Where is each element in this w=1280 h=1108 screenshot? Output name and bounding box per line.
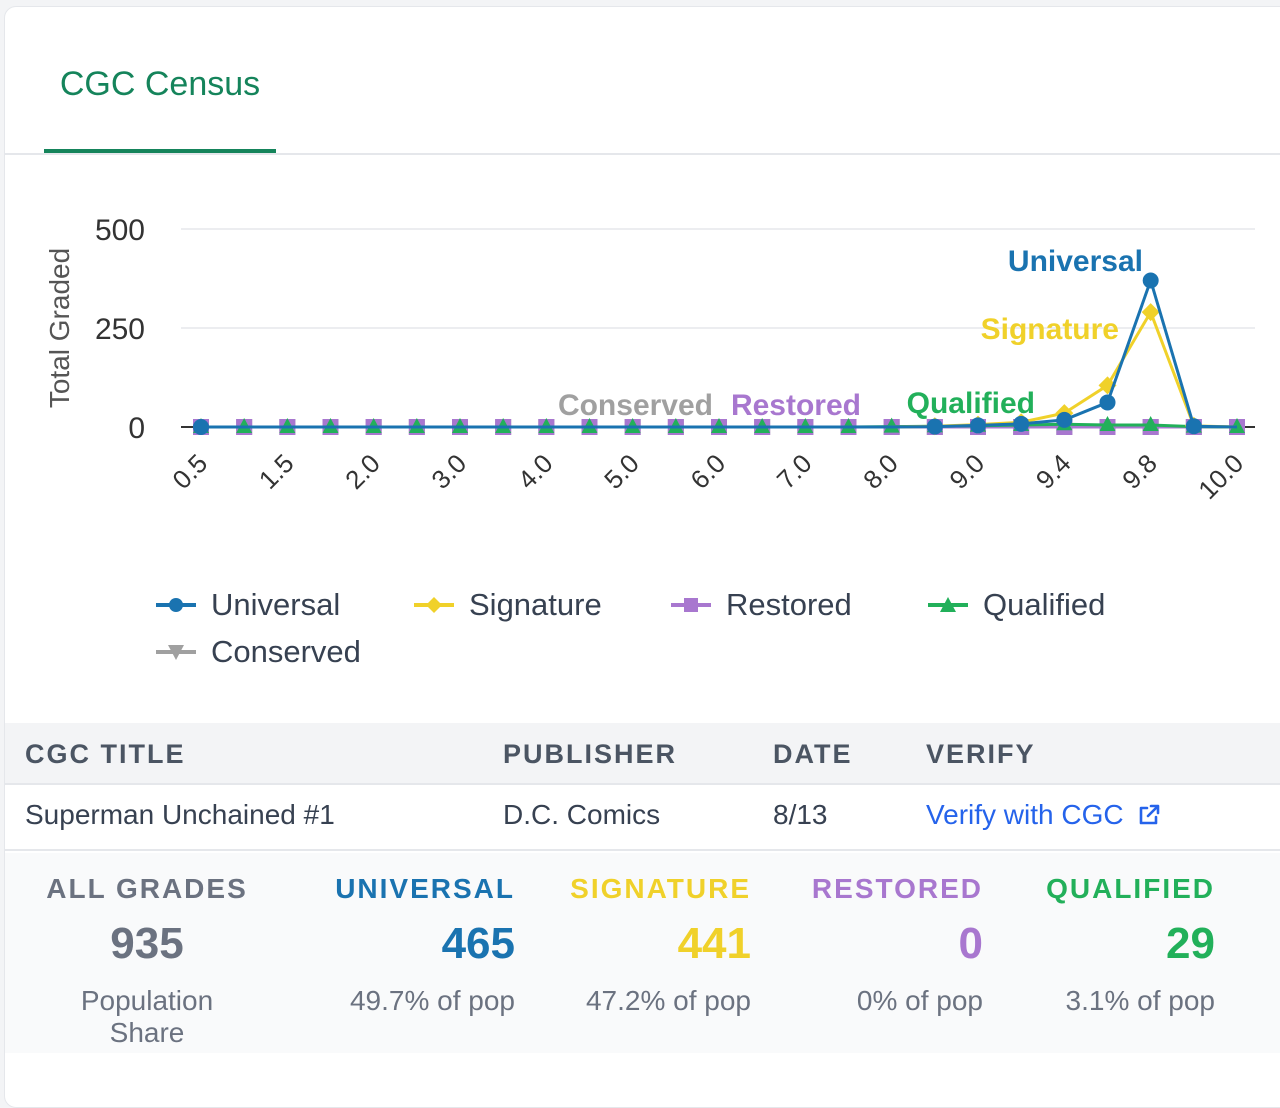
y-tick-label: 250 xyxy=(95,313,145,346)
cell-title: Superman Unchained #1 xyxy=(25,799,335,830)
stat-signature: SIGNATURE 441 47.2% of pop xyxy=(555,873,751,1017)
data-point-signature xyxy=(1141,303,1160,322)
verify-link-label: Verify with CGC xyxy=(926,799,1124,830)
legend-label: Conserved xyxy=(211,634,361,669)
stat-universal: UNIVERSAL 465 49.7% of pop xyxy=(315,873,515,1017)
chart-annotation: Universal xyxy=(1008,245,1143,278)
legend-label: Universal xyxy=(211,587,341,622)
legend-item-universal[interactable]: Universal xyxy=(155,585,340,625)
chart-annotation: Qualified xyxy=(907,387,1035,420)
stat-value: 465 xyxy=(441,919,515,968)
legend-label: Signature xyxy=(469,587,602,622)
header-cgc-title: CGC TITLE xyxy=(25,739,186,769)
tab-bar: CGC Census xyxy=(5,7,1280,155)
header-date: DATE xyxy=(773,739,853,769)
legend-universal-icon xyxy=(156,598,196,612)
external-link-icon xyxy=(1140,804,1160,825)
legend-label: Restored xyxy=(726,587,852,622)
data-point-universal xyxy=(926,418,943,435)
legend-qualified-icon xyxy=(928,597,968,612)
x-tick-label: 9.0 xyxy=(943,448,990,495)
legend-conserved-icon xyxy=(156,645,196,660)
stat-sub: 49.7% of pop xyxy=(349,985,515,1016)
header-verify: VERIFY xyxy=(926,739,1036,769)
data-point-universal xyxy=(1099,394,1116,411)
stat-value: 441 xyxy=(677,919,751,968)
x-tick-label: 9.4 xyxy=(1030,448,1077,495)
stat-restored: RESTORED 0 0% of pop xyxy=(795,873,983,1017)
stat-value: 29 xyxy=(1166,919,1215,968)
data-point-universal xyxy=(1013,415,1030,432)
legend-label: Qualified xyxy=(983,587,1106,622)
y-tick-label: 0 xyxy=(128,412,145,445)
chart-svg: 0 250 500 Total Graded 0.5 1.5 2.0 3.0 4.0 5.0 6.0… xyxy=(44,214,1255,505)
header-publisher: PUBLISHER xyxy=(503,739,678,769)
stat-sub: 0% of pop xyxy=(856,985,983,1016)
data-point-qualified xyxy=(1099,416,1116,432)
table-row: Superman Unchained #1 D.C. Comics 8/13 V… xyxy=(5,785,1280,851)
legend-item-conserved[interactable]: Conserved xyxy=(155,632,361,672)
data-point-universal xyxy=(970,417,986,434)
chart-annotation: Signature xyxy=(981,313,1119,346)
census-chart: 0 250 500 Total Graded 0.5 1.5 2.0 3.0 4.0 5.0 6.0… xyxy=(5,157,1280,577)
stat-sub: Population Share xyxy=(80,985,214,1048)
x-tick-label: 10.0 xyxy=(1192,448,1249,505)
table-header-row: CGC TITLE PUBLISHER DATE VERIFY xyxy=(5,723,1280,785)
cell-date: 8/13 xyxy=(773,799,828,830)
stat-label: UNIVERSAL xyxy=(335,873,515,904)
data-point-qualified xyxy=(883,417,900,433)
stat-label: QUALIFIED xyxy=(1046,873,1215,904)
y-tick-label: 500 xyxy=(95,214,145,247)
x-tick-label: 1.5 xyxy=(253,448,300,495)
x-tick-label: 0.5 xyxy=(166,448,213,495)
tab-cgc-census[interactable]: CGC Census xyxy=(44,65,276,153)
data-point-universal xyxy=(1056,411,1073,428)
stat-all-grades: ALL GRADES 935 Population Share xyxy=(41,873,253,1049)
x-tick-label: 8.0 xyxy=(857,448,904,495)
chart-annotation: Conserved xyxy=(558,389,713,422)
x-tick-label: 2.0 xyxy=(339,448,386,495)
tab-label: CGC Census xyxy=(59,65,261,103)
stat-label: RESTORED xyxy=(811,873,983,904)
y-axis-label: Total Graded xyxy=(44,248,75,408)
stat-value: 935 xyxy=(110,919,184,968)
x-tick-label: 5.0 xyxy=(598,448,645,495)
legend-restored-icon xyxy=(671,598,711,612)
stat-qualified: QUALIFIED 29 3.1% of pop xyxy=(1035,873,1215,1017)
data-point-universal xyxy=(1185,418,1202,435)
x-tick-label: 3.0 xyxy=(425,448,472,495)
legend-item-signature[interactable]: Signature xyxy=(413,585,602,625)
series-line-universal xyxy=(201,275,1238,429)
stat-value: 0 xyxy=(958,919,983,968)
x-tick-label: 4.0 xyxy=(512,448,559,495)
legend-item-restored[interactable]: Restored xyxy=(670,585,852,625)
stat-sub: 3.1% of pop xyxy=(1065,985,1215,1016)
census-card: CGC Census 0 250 500 Total Graded 0.5 1.5 2.0 3… xyxy=(4,6,1280,1108)
cell-publisher: D.C. Comics xyxy=(503,799,661,830)
stat-label: SIGNATURE xyxy=(570,873,751,904)
population-stats: ALL GRADES 935 Population Share UNIVERSA… xyxy=(5,853,1280,1053)
x-tick-label: 7.0 xyxy=(771,448,818,495)
legend-signature-icon xyxy=(414,597,454,613)
data-point-qualified xyxy=(1142,416,1159,432)
legend-item-qualified[interactable]: Qualified xyxy=(927,585,1105,625)
stat-sub: 47.2% of pop xyxy=(585,985,751,1016)
stat-label: ALL GRADES xyxy=(46,873,248,904)
x-tick-label: 9.8 xyxy=(1116,448,1163,495)
chart-annotation: Restored xyxy=(731,389,861,422)
data-point-universal xyxy=(193,419,209,435)
x-tick-label: 6.0 xyxy=(684,448,731,495)
data-point-universal xyxy=(1142,272,1159,289)
verify-with-cgc-link[interactable]: Verify with CGC xyxy=(926,799,1161,831)
